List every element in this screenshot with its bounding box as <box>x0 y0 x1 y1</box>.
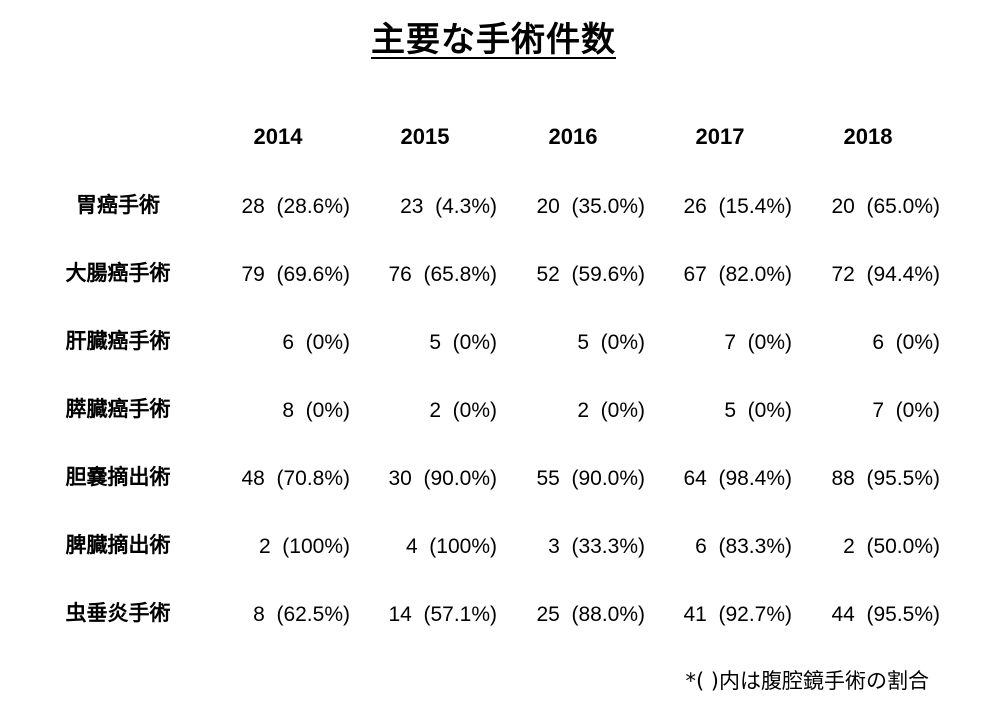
table-cell: 67 (82.0%) <box>683 263 792 286</box>
table-cell: 5 (0%) <box>429 331 497 354</box>
page-title: 主要な手術件数 <box>0 18 987 62</box>
table-cell: 41 (92.7%) <box>683 603 792 626</box>
table-cell: 8 (62.5%) <box>253 603 350 626</box>
table-cell: 44 (95.5%) <box>831 603 940 626</box>
table-cell: 88 (95.5%) <box>831 467 940 490</box>
table-cell: 20 (65.0%) <box>831 195 940 218</box>
table-cell: 79 (69.6%) <box>241 263 350 286</box>
table-cell: 25 (88.0%) <box>536 603 645 626</box>
table-cell: 48 (70.8%) <box>241 467 350 490</box>
row-label-gastric-cancer: 胃癌手術 <box>76 193 160 217</box>
row-label-splenectomy: 脾臓摘出術 <box>65 533 171 557</box>
table-cell: 5 (0%) <box>724 399 792 422</box>
page-title-text: 主要な手術件数 <box>371 20 616 60</box>
table-cell: 64 (98.4%) <box>683 467 792 490</box>
table-cell: 20 (35.0%) <box>536 195 645 218</box>
row-label-colorectal-cancer: 大腸癌手術 <box>65 261 171 285</box>
table-cell: 7 (0%) <box>724 331 792 354</box>
year-header-2018: 2018 <box>843 124 893 149</box>
table-cell: 6 (0%) <box>282 331 350 354</box>
table-cell: 8 (0%) <box>282 399 350 422</box>
table-cell: 52 (59.6%) <box>536 263 645 286</box>
table-cell: 2 (0%) <box>577 399 645 422</box>
year-header-2017: 2017 <box>695 124 745 149</box>
table-cell: 28 (28.6%) <box>241 195 350 218</box>
table-cell: 6 (83.3%) <box>695 535 792 558</box>
row-label-pancreatic-cancer: 膵臓癌手術 <box>65 397 171 421</box>
table-cell: 6 (0%) <box>872 331 940 354</box>
table-cell: 2 (100%) <box>258 535 350 558</box>
table-cell: 55 (90.0%) <box>536 467 645 490</box>
row-label-appendectomy: 虫垂炎手術 <box>65 601 171 625</box>
table-cell: 3 (33.3%) <box>548 535 645 558</box>
year-header-2015: 2015 <box>400 124 450 149</box>
table-cell: 23 (4.3%) <box>400 195 497 218</box>
table-cell: 4 (100%) <box>405 535 497 558</box>
table-cell: 14 (57.1%) <box>388 603 497 626</box>
table-cell: 30 (90.0%) <box>388 467 497 490</box>
year-header-2014: 2014 <box>253 124 303 149</box>
row-label-liver-cancer: 肝臓癌手術 <box>65 329 171 353</box>
footnote: *( )内は腹腔鏡手術の割合 <box>685 669 929 693</box>
table-cell: 7 (0%) <box>872 399 940 422</box>
row-label-cholecystectomy: 胆嚢摘出術 <box>65 465 171 489</box>
year-header-2016: 2016 <box>548 124 598 149</box>
table-cell: 72 (94.4%) <box>831 263 940 286</box>
table-cell: 2 (0%) <box>429 399 497 422</box>
table-cell: 76 (65.8%) <box>388 263 497 286</box>
table-cell: 2 (50.0%) <box>843 535 940 558</box>
table-cell: 26 (15.4%) <box>683 195 792 218</box>
table-cell: 5 (0%) <box>577 331 645 354</box>
